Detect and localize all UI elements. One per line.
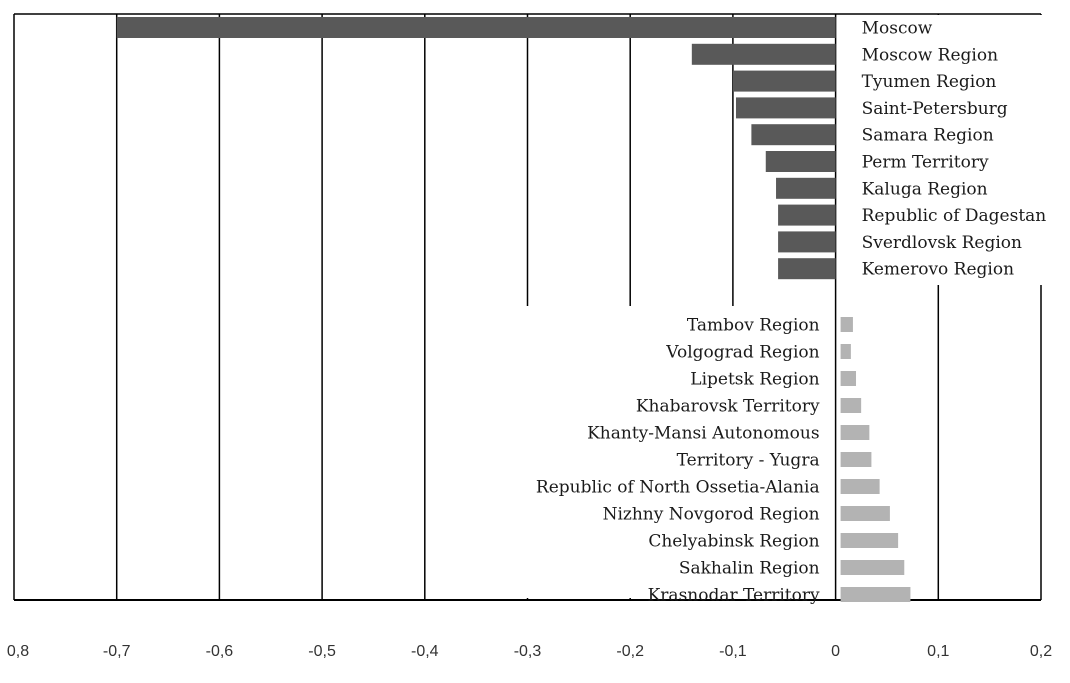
bar-19 <box>840 560 905 575</box>
bar-17 <box>840 506 890 521</box>
category-label-15: Territory - Yugra <box>677 451 820 471</box>
category-label-18: Chelyabinsk Region <box>648 532 819 552</box>
x-tick-label-1: -0,7 <box>103 643 131 660</box>
category-label-2: Tyumen Region <box>862 72 997 92</box>
category-label-11: Volgograd Region <box>665 343 819 363</box>
bar-5 <box>765 151 836 172</box>
bar-3 <box>735 97 836 119</box>
category-label-0: Moscow <box>862 19 933 39</box>
bar-1 <box>691 43 836 65</box>
x-tick-label-4: -0,4 <box>411 643 439 660</box>
category-label-4: Samara Region <box>862 126 994 146</box>
bar-14 <box>840 425 870 440</box>
bar-16 <box>840 479 880 494</box>
bar-0 <box>116 17 836 38</box>
bar-18 <box>840 533 899 548</box>
category-label-7: Republic of Dagestan <box>862 206 1047 226</box>
category-label-1: Moscow Region <box>862 45 998 65</box>
bar-13 <box>840 398 862 413</box>
bar-10 <box>840 317 853 332</box>
category-label-17: Nizhny Novgorod Region <box>603 505 820 525</box>
bar-15 <box>840 452 872 467</box>
bar-9 <box>778 258 836 280</box>
category-label-5: Perm Territory <box>862 153 989 173</box>
bar-6 <box>776 177 836 199</box>
category-label-19: Sakhalin Region <box>679 559 820 579</box>
category-label-14: Khanty-Mansi Autonomous <box>587 424 819 444</box>
x-tick-label-10: 0,2 <box>1030 643 1052 660</box>
positive-label-backdrop <box>470 306 834 598</box>
bar-20 <box>840 587 911 602</box>
bar-7 <box>778 204 836 226</box>
category-label-10: Tambov Region <box>687 316 820 336</box>
category-label-8: Sverdlovsk Region <box>862 233 1022 253</box>
x-tick-label-8: 0 <box>831 643 840 660</box>
category-label-16: Republic of North Ossetia-Alania <box>536 478 820 498</box>
category-label-12: Lipetsk Region <box>690 370 819 390</box>
x-tick-label-2: -0,6 <box>206 643 234 660</box>
category-label-3: Saint-Petersburg <box>862 99 1008 119</box>
category-label-9: Kemerovo Region <box>862 260 1015 280</box>
x-tick-label-5: -0,3 <box>514 643 542 660</box>
category-label-13: Khabarovsk Territory <box>636 397 820 417</box>
bar-4 <box>751 124 836 146</box>
x-tick-label-6: -0,2 <box>616 643 644 660</box>
bar-2 <box>732 70 836 92</box>
bar-11 <box>840 344 851 359</box>
bar-12 <box>840 371 857 386</box>
x-tick-label-0: 0,8 <box>7 643 29 660</box>
category-label-6: Kaluga Region <box>862 179 988 199</box>
x-tick-label-9: 0,1 <box>927 643 949 660</box>
bar-8 <box>778 231 836 253</box>
x-tick-label-3: -0,5 <box>308 643 336 660</box>
x-tick-label-7: -0,1 <box>719 643 747 660</box>
category-label-20: Krasnodar Territory <box>648 586 820 606</box>
negative-label-backdrop <box>839 15 1050 285</box>
